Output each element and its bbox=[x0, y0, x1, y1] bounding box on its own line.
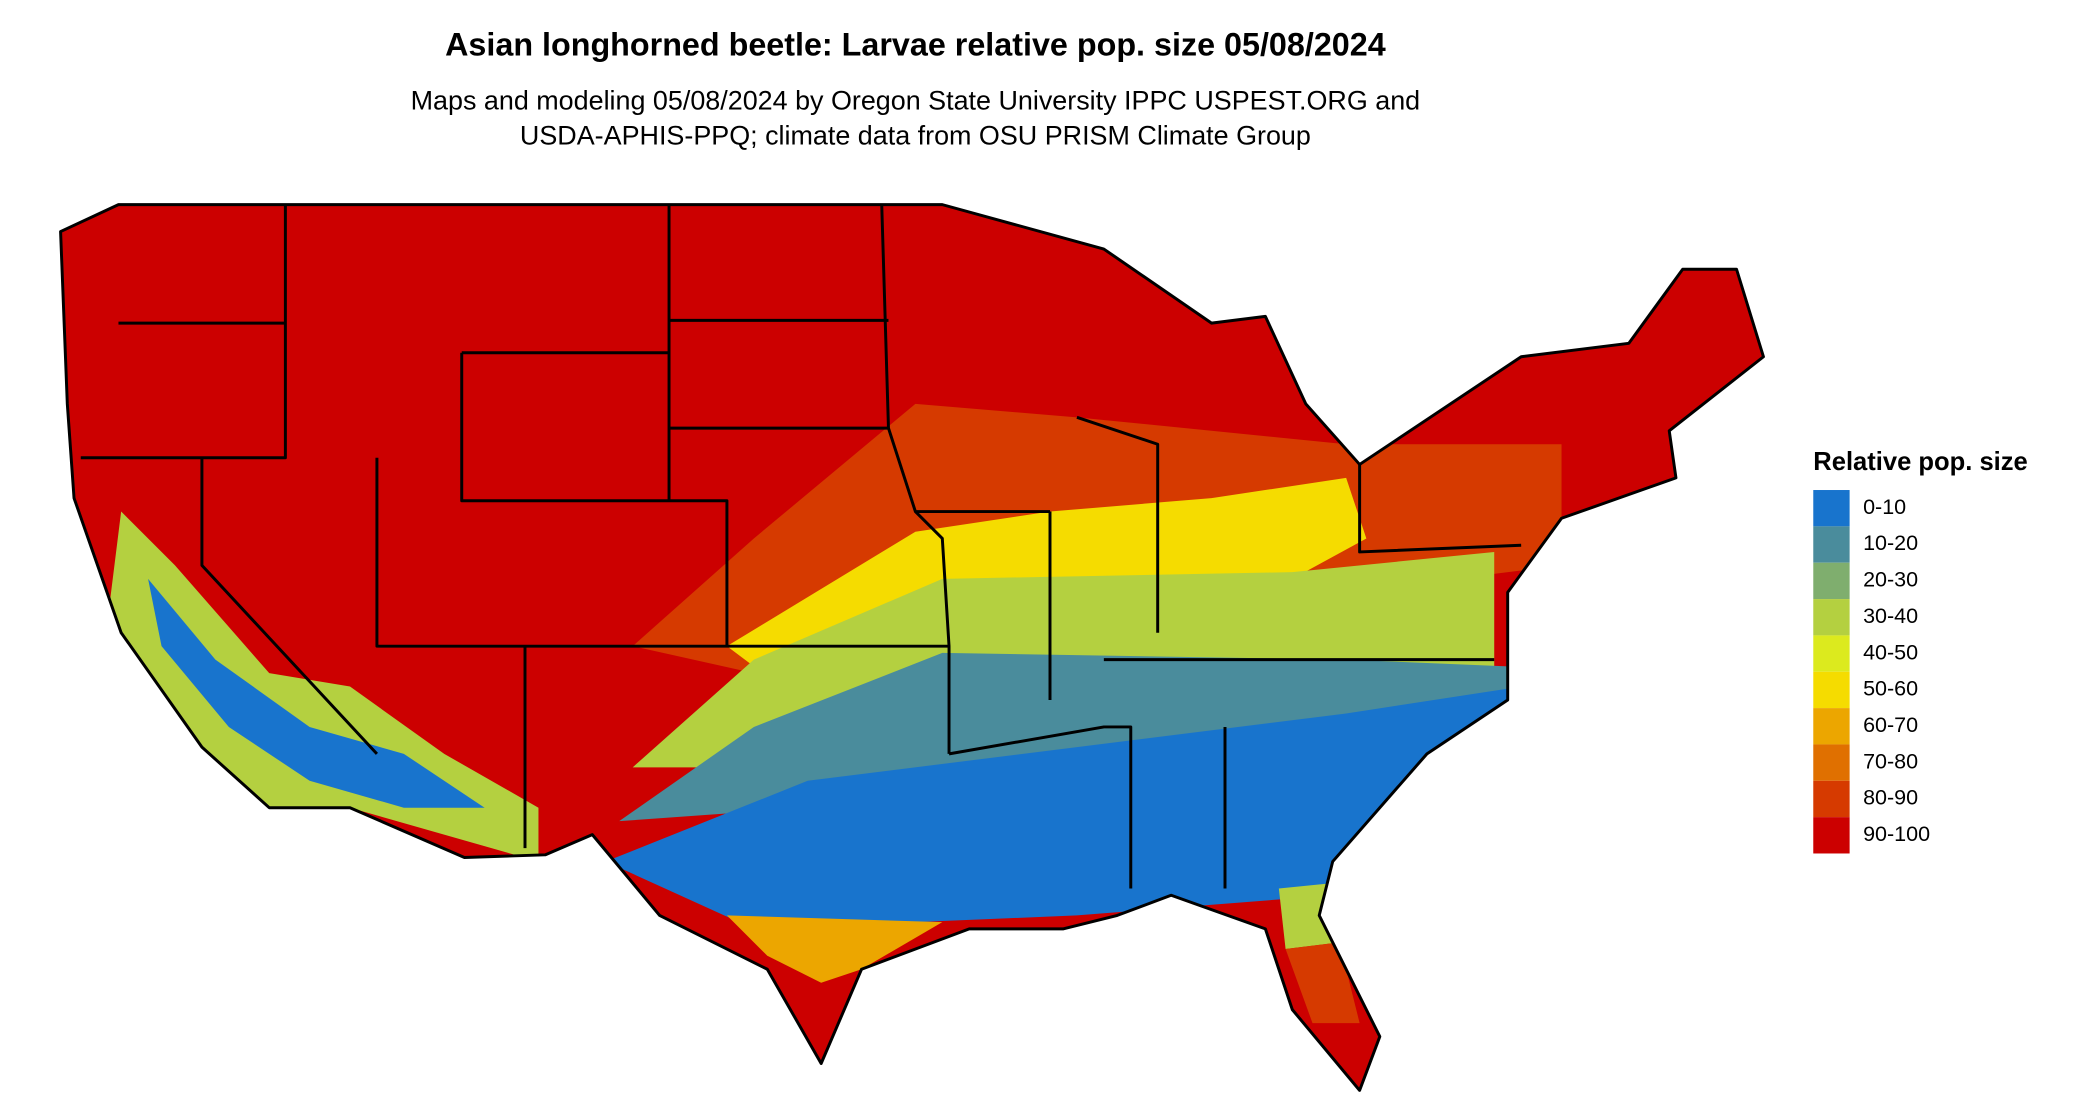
map-subtitle: Maps and modeling 05/08/2024 by Oregon S… bbox=[411, 85, 1421, 115]
legend-swatch bbox=[1813, 817, 1850, 854]
state-border bbox=[80, 204, 1522, 889]
zone-0-10 bbox=[605, 686, 1522, 929]
legend-label: 80-90 bbox=[1863, 786, 1918, 810]
legend-swatch bbox=[1813, 562, 1850, 600]
legend-label: 70-80 bbox=[1863, 749, 1918, 773]
legend-label: 0-10 bbox=[1863, 495, 1906, 519]
legend-label: 10-20 bbox=[1863, 531, 1918, 555]
legend-title: Relative pop. size bbox=[1813, 448, 2028, 476]
zone-30-40 bbox=[1278, 881, 1347, 950]
legend-swatch bbox=[1813, 744, 1850, 781]
legend-label: 20-30 bbox=[1863, 568, 1918, 592]
legend-swatch bbox=[1813, 635, 1850, 672]
zone-0-10 bbox=[148, 578, 485, 808]
legend-swatch bbox=[1813, 599, 1850, 636]
state-borders bbox=[80, 204, 1522, 889]
map-title: Asian longhorned beetle: Larvae relative… bbox=[445, 27, 1386, 63]
zone-80-90 bbox=[1285, 942, 1360, 1024]
legend-swatch bbox=[1813, 490, 1850, 527]
legend-label: 40-50 bbox=[1863, 640, 1918, 664]
legend-label: 90-100 bbox=[1863, 822, 1930, 846]
zone-60-70 bbox=[726, 915, 943, 983]
legend-label: 30-40 bbox=[1863, 604, 1918, 628]
legend-label: 60-70 bbox=[1863, 713, 1918, 737]
legend-swatch bbox=[1813, 671, 1850, 709]
legend-swatch bbox=[1813, 708, 1850, 745]
legend-swatch bbox=[1813, 526, 1850, 563]
legend-label: 50-60 bbox=[1863, 677, 1918, 701]
legend: 0-10 10-20 20-30 30-40 40-50 50-60 60-70 70-80 8… bbox=[1813, 490, 1930, 854]
map-subtitle: USDA-APHIS-PPQ; climate data from OSU PR… bbox=[520, 120, 1311, 150]
legend-swatch bbox=[1813, 780, 1850, 818]
